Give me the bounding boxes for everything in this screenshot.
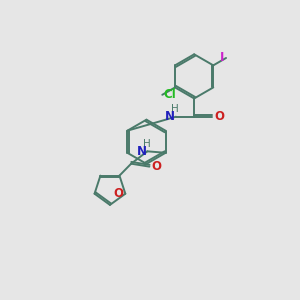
Text: N: N — [137, 145, 147, 158]
Text: N: N — [165, 110, 175, 123]
Text: H: H — [143, 139, 151, 149]
Text: Cl: Cl — [164, 88, 176, 101]
Text: H: H — [171, 104, 179, 114]
Text: O: O — [113, 187, 123, 200]
Text: O: O — [152, 160, 162, 173]
Text: O: O — [215, 110, 225, 123]
Text: I: I — [220, 52, 225, 64]
